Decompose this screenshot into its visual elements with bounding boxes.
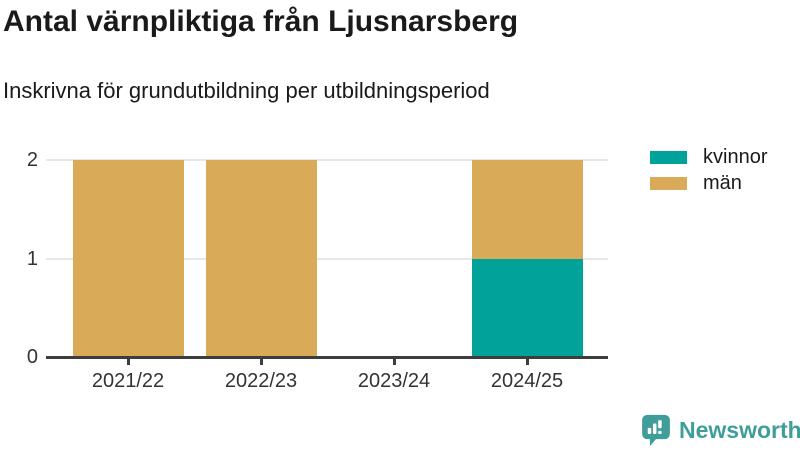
chart-title: Antal värnpliktiga från Ljusnarsberg xyxy=(3,5,519,38)
legend-label: män xyxy=(703,171,742,194)
x-axis-line xyxy=(46,356,608,359)
x-axis-tick xyxy=(260,359,263,365)
x-axis-label: 2023/24 xyxy=(357,370,431,392)
bar-segment xyxy=(72,160,184,357)
x-axis-label: 2022/23 xyxy=(224,370,298,392)
legend-swatch-icon xyxy=(650,176,687,190)
gridline-y-1 xyxy=(46,257,608,260)
y-axis-label: 2 xyxy=(26,149,38,171)
bar-segment xyxy=(205,160,317,357)
y-axis-label: 0 xyxy=(26,346,38,368)
x-axis-tick xyxy=(526,359,529,365)
bar-segment xyxy=(471,258,583,357)
x-axis-label: 2021/22 xyxy=(91,370,165,392)
x-axis-label: 2024/25 xyxy=(490,370,564,392)
newsworthy-logo[interactable]: Newsworthy xyxy=(641,414,800,447)
x-axis-tick xyxy=(127,359,130,365)
legend-swatch-icon xyxy=(650,150,687,164)
legend: kvinnor män xyxy=(650,145,768,199)
gridline-y-2 xyxy=(46,159,608,161)
newsworthy-logo-icon xyxy=(642,414,670,447)
legend-item: kvinnor xyxy=(650,145,768,168)
bar-segment xyxy=(471,160,583,259)
y-axis-label: 1 xyxy=(26,247,38,270)
newsworthy-logo-text: Newsworthy xyxy=(679,417,800,443)
x-axis-tick xyxy=(393,359,396,365)
legend-label: kvinnor xyxy=(703,145,768,168)
legend-item: män xyxy=(650,171,767,194)
plot-area: 2021/22 2022/23 2023/24 2024/25 xyxy=(46,140,608,392)
chart-subtitle: Inskrivna för grundutbildning per utbild… xyxy=(3,78,490,103)
